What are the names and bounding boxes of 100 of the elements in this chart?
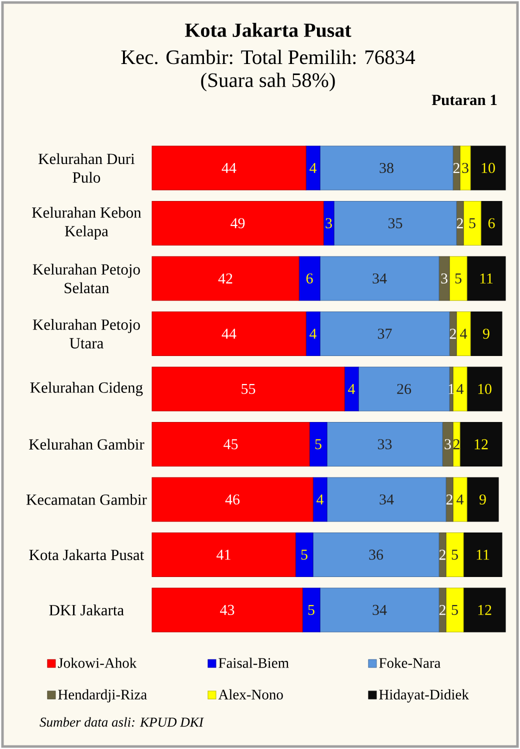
bar [152, 532, 296, 577]
data-label: 3 [444, 439, 451, 450]
data-label: 45 [224, 439, 238, 450]
bar [460, 422, 502, 466]
bar [442, 422, 454, 466]
bar [152, 256, 300, 301]
y-tick-label: Kelurahan Gambir [29, 438, 144, 450]
text: Sumber data asli: KPUD DKI [40, 717, 204, 727]
data-label: 33 [378, 439, 392, 450]
chart-subtitle: Kec. Gambir: Total Pemilih: 76834 [121, 50, 416, 64]
data-label: 5 [308, 604, 314, 615]
data-label: 4 [310, 328, 317, 339]
bar [460, 146, 471, 190]
data-label: 44 [222, 163, 236, 173]
data-label: 2 [439, 550, 446, 560]
bar [452, 366, 468, 412]
bar [312, 477, 328, 522]
data-label: 2 [446, 494, 452, 504]
data-label: 26 [397, 384, 412, 394]
data-label: 3 [462, 162, 468, 174]
legend-label: Jokowi-Ahok [58, 658, 137, 668]
legend-label: Alex-Nono [218, 689, 283, 700]
bar [326, 477, 446, 522]
bar [320, 311, 450, 356]
legend-label: Hidayat-Didiek [379, 689, 469, 702]
data-label: 3 [326, 218, 332, 228]
bar [463, 200, 482, 246]
data-label: 4 [316, 494, 324, 504]
bar [298, 256, 320, 301]
y-tick-label: Kelurahan Duri Pulo [38, 153, 135, 183]
bar [470, 311, 502, 356]
bar [452, 477, 468, 522]
bar [152, 422, 310, 466]
data-label: 10 [482, 162, 495, 174]
bar [449, 256, 468, 301]
bar [466, 256, 506, 301]
bar [323, 200, 334, 246]
bar [463, 588, 506, 632]
data-label: 5 [452, 604, 458, 615]
data-label: 5 [469, 218, 476, 228]
data-label: 4 [348, 384, 356, 394]
data-label: 6 [306, 273, 313, 284]
data-label: 2 [450, 328, 456, 339]
bar [306, 311, 320, 356]
y-tick-label: Kecamatan Gambir [26, 494, 147, 505]
bar [306, 146, 320, 190]
bar [320, 146, 454, 190]
data-label: 35 [388, 218, 402, 228]
bar [152, 477, 314, 522]
bar [302, 588, 320, 632]
bar [344, 366, 359, 412]
data-label: 2 [439, 605, 446, 615]
data-label: 4 [456, 494, 464, 504]
bar [358, 366, 450, 412]
data-label: 11 [476, 550, 490, 560]
text: Putaran 1 [432, 94, 497, 106]
data-label: 5 [301, 550, 308, 560]
bar [480, 200, 502, 246]
data-label: 37 [378, 328, 392, 339]
data-label: 49 [230, 218, 245, 228]
data-label: 2 [456, 218, 463, 228]
bar [326, 422, 443, 466]
data-label: 5 [315, 439, 322, 450]
legend-label: Faisal-Biem [218, 658, 289, 668]
bar [463, 532, 502, 577]
data-label: 12 [478, 605, 492, 615]
y-tick-label: Kelurahan Petojo Selatan [32, 264, 140, 294]
data-label: 4 [460, 328, 468, 339]
bar [320, 588, 440, 632]
bar [446, 588, 464, 632]
data-label: 34 [372, 273, 387, 284]
bar [470, 146, 506, 190]
y-tick-label: DKI Jakarta [49, 604, 124, 616]
bar [152, 311, 306, 356]
data-label: 9 [482, 328, 490, 339]
bar [466, 366, 502, 412]
legend-label: Hendardji-Riza [58, 689, 147, 702]
y-tick-label: Kota Jakarta Pusat [29, 549, 144, 560]
data-label: 38 [380, 162, 394, 174]
bar [438, 256, 450, 301]
bar [152, 146, 306, 190]
bar [312, 532, 440, 577]
y-tick-label: Kelurahan Kebon Kelapa [32, 206, 142, 240]
bar [466, 477, 499, 522]
data-label: 43 [220, 604, 234, 616]
y-tick-label: Kelurahan Petojo Utara [32, 318, 140, 348]
data-label: 4 [310, 163, 317, 173]
data-label: 55 [242, 384, 256, 394]
legend-label: Foke-Nara [379, 658, 441, 668]
data-label: 5 [455, 273, 462, 284]
bar [152, 200, 324, 246]
data-label: 5 [452, 550, 458, 560]
bar [152, 588, 303, 632]
bar [456, 311, 471, 356]
data-label: 36 [369, 550, 384, 560]
bar [152, 366, 345, 412]
data-label: 6 [488, 218, 495, 228]
data-label: 3 [441, 273, 448, 284]
data-label: 10 [478, 384, 492, 394]
bar [320, 256, 440, 301]
